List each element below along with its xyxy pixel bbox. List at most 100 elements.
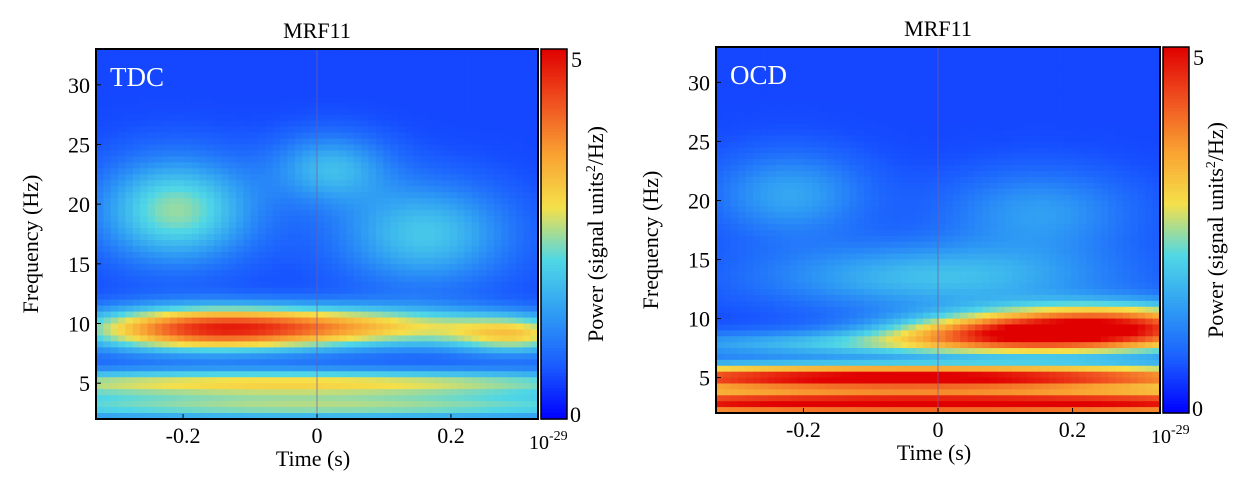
heatmap-cell <box>516 312 524 319</box>
heatmap-cell <box>317 109 325 116</box>
heatmap-cell <box>133 139 141 146</box>
heatmap-cell <box>383 347 391 354</box>
heatmap-cell <box>125 192 133 199</box>
heatmap-cell <box>523 79 531 86</box>
heatmap-cell <box>805 171 813 178</box>
heatmap-cell <box>369 359 377 366</box>
heatmap-cell <box>783 307 791 314</box>
heatmap-cell <box>96 204 104 211</box>
heatmap-cell <box>265 180 273 187</box>
heatmap-cell <box>464 73 472 80</box>
heatmap-cell <box>332 318 340 325</box>
heatmap-cell <box>842 94 850 101</box>
heatmap-cell <box>280 312 288 319</box>
heatmap-cell <box>516 174 524 181</box>
heatmap-cell <box>516 252 524 259</box>
heatmap-cell <box>827 242 835 249</box>
heatmap-cell <box>155 341 163 348</box>
heatmap-cell <box>842 177 850 184</box>
heatmap-cell <box>812 147 820 154</box>
heatmap-cell <box>428 127 436 134</box>
heatmap-cell <box>834 212 842 219</box>
heatmap-cell <box>783 395 791 402</box>
heatmap-cell <box>827 372 835 379</box>
heatmap-cell <box>783 383 791 390</box>
heatmap-cell <box>295 371 303 378</box>
heatmap-cell <box>812 118 820 125</box>
heatmap-cell <box>354 67 362 74</box>
heatmap-cell <box>332 121 340 128</box>
heatmap-cell <box>738 330 746 337</box>
heatmap-cell <box>464 276 472 283</box>
heatmap-cell <box>221 282 229 289</box>
heatmap-cell <box>413 318 421 325</box>
heatmap-cell <box>155 156 163 163</box>
heatmap-cell <box>842 254 850 260</box>
heatmap-cell <box>812 401 820 408</box>
heatmap-cell <box>265 359 273 366</box>
heatmap-cell <box>258 407 266 414</box>
heatmap-cell <box>273 401 281 408</box>
heatmap-cell <box>251 91 259 98</box>
heatmap-cell <box>324 300 332 307</box>
heatmap-cell <box>738 254 746 260</box>
heatmap-cell <box>457 85 465 92</box>
heatmap-cell <box>214 341 222 348</box>
heatmap-cell <box>494 55 502 62</box>
heatmap-cell <box>820 378 828 385</box>
heatmap-cell <box>768 242 776 249</box>
heatmap-cell <box>790 53 798 60</box>
heatmap-cell <box>383 341 391 348</box>
heatmap-cell <box>405 216 413 223</box>
heatmap-cell <box>243 395 251 402</box>
heatmap-cell <box>812 236 820 243</box>
heatmap-cell <box>258 85 266 92</box>
heatmap-cell <box>746 260 754 267</box>
heatmap-cell <box>494 389 502 396</box>
heatmap-cell <box>162 347 170 354</box>
heatmap-cell <box>405 85 413 92</box>
heatmap-cell <box>797 301 805 308</box>
heatmap-cell <box>111 383 119 390</box>
heatmap-cell <box>177 383 185 390</box>
heatmap-cell <box>723 224 731 231</box>
heatmap-cell <box>731 336 739 343</box>
heatmap-cell <box>494 264 502 271</box>
heatmap-cell <box>420 97 428 104</box>
heatmap-cell <box>214 186 222 193</box>
heatmap-cell <box>479 383 487 390</box>
heatmap-cell <box>96 270 104 277</box>
heatmap-cell <box>192 79 200 86</box>
heatmap-cell <box>486 389 494 396</box>
heatmap-cell <box>428 276 436 283</box>
heatmap-cell <box>376 371 384 378</box>
heatmap-cell <box>768 277 776 284</box>
heatmap-cell <box>184 121 192 128</box>
heatmap-cell <box>295 407 303 414</box>
heatmap-cell <box>760 171 768 178</box>
heatmap-cell <box>265 282 273 289</box>
heatmap-cell <box>516 359 524 366</box>
heatmap-cell <box>288 55 296 62</box>
heatmap-cell <box>812 71 820 78</box>
heatmap-cell <box>768 147 776 154</box>
heatmap-cell <box>383 127 391 134</box>
heatmap-cell <box>442 144 450 151</box>
heatmap-cell <box>428 61 436 68</box>
heatmap-cell <box>251 318 259 325</box>
heatmap-cell <box>236 216 244 223</box>
heatmap-cell <box>805 401 813 408</box>
heatmap-cell <box>760 189 768 196</box>
heatmap-cell <box>842 378 850 385</box>
heatmap-cell <box>280 73 288 80</box>
heatmap-cell <box>207 127 215 134</box>
heatmap-cell <box>464 252 472 259</box>
heatmap-cell <box>339 288 347 295</box>
heatmap-cell <box>790 230 798 237</box>
heatmap-cell <box>96 144 104 151</box>
heatmap-cell <box>464 91 472 98</box>
heatmap-cell <box>265 121 273 128</box>
heatmap-cell <box>221 341 229 348</box>
heatmap-cell <box>391 294 399 301</box>
heatmap-cell <box>155 371 163 378</box>
